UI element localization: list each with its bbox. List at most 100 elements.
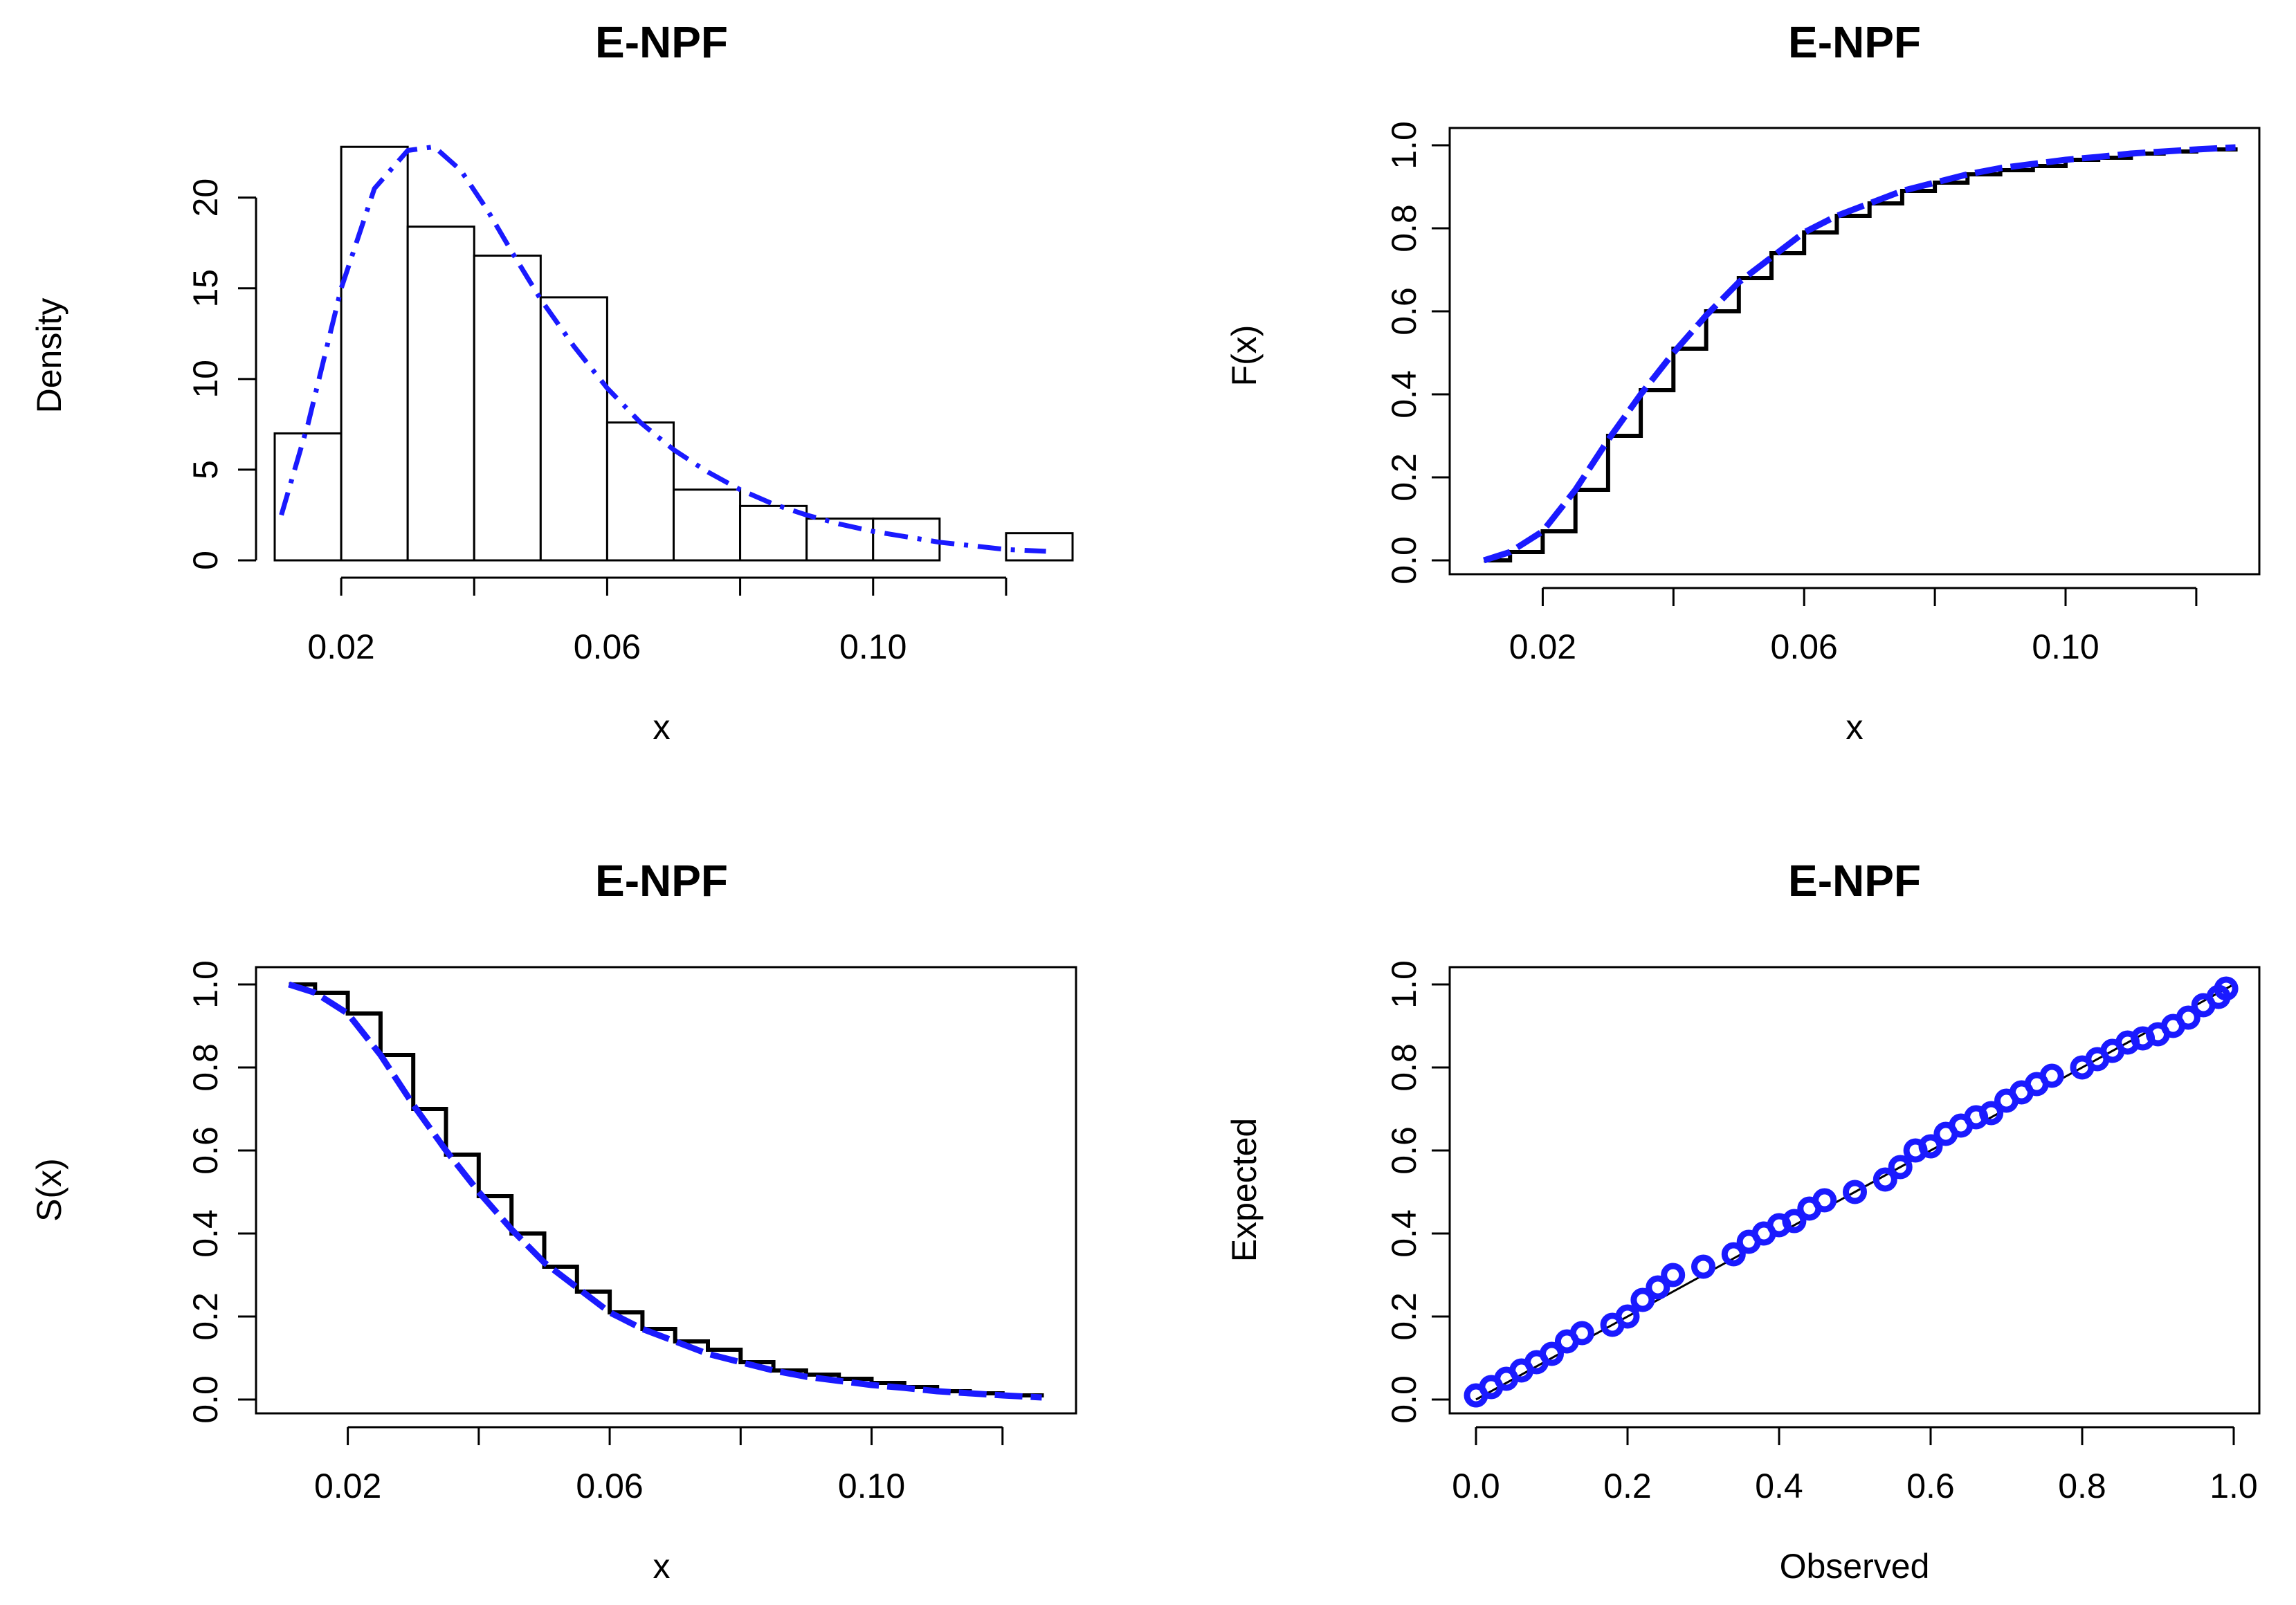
pp-y-tick-label: 0.4 bbox=[1385, 1209, 1423, 1258]
pp-y-tick-label: 0.6 bbox=[1385, 1126, 1423, 1175]
pp-point bbox=[1569, 1321, 1594, 1346]
hist-title: E-NPF bbox=[595, 17, 728, 67]
surv-x-label: x bbox=[653, 1547, 671, 1586]
pp-point bbox=[1615, 1304, 1640, 1329]
panel-survival: E-NPF 0.02 0.06 0.10 0.00.20.40.60.81.0 x … bbox=[30, 856, 1077, 1586]
cdf-x-axis: 0.02 0.06 0.10 bbox=[1509, 587, 2198, 666]
hist-y-tick-label: 15 bbox=[186, 269, 225, 308]
hist-bar bbox=[539, 296, 608, 562]
surv-y-axis: 0.0 0.2 0.4 0.6 0.8 1.0 bbox=[186, 960, 257, 1424]
cdf-y-label: F(x) bbox=[1225, 325, 1264, 387]
pp-point bbox=[1661, 1263, 1686, 1287]
cdf-y-tick-label: 0.6 bbox=[1385, 287, 1423, 336]
hist-density-curve bbox=[279, 144, 1046, 554]
pp-point bbox=[1691, 1254, 1715, 1279]
pp-x-axis: 0.0 0.2 0.4 0.6 0.8 1.0 bbox=[1452, 1426, 2258, 1505]
pp-point bbox=[1721, 1242, 1746, 1267]
pp-x-tick-label: 1.0 bbox=[2210, 1467, 2258, 1505]
pp-y-axis: 0.0 0.2 0.4 0.6 0.8 1.0 bbox=[1385, 960, 1451, 1424]
hist-y-axis: 0 5 10 15 20 bbox=[186, 178, 257, 570]
hist-bar bbox=[1005, 532, 1074, 562]
pp-y-tick-label: 0.0 bbox=[1385, 1375, 1423, 1424]
cdf-y-tick-label: 0.4 bbox=[1385, 370, 1423, 419]
pp-point bbox=[1888, 1155, 1913, 1180]
pp-y-tick-label: 1.0 bbox=[1385, 960, 1423, 1009]
hist-y-tick-label: 20 bbox=[186, 178, 225, 217]
hist-x-tick-label: 0.02 bbox=[307, 627, 374, 666]
cdf-y-axis: 0.0 0.2 0.4 0.6 0.8 1.0 bbox=[1385, 121, 1451, 585]
surv-y-tick-label: 0.2 bbox=[186, 1292, 225, 1341]
hist-bar bbox=[605, 421, 675, 562]
surv-y-tick-label: 0.4 bbox=[186, 1209, 225, 1258]
surv-y-label: S(x) bbox=[30, 1158, 69, 1222]
cdf-x-tick-label: 0.10 bbox=[2032, 627, 2099, 666]
panel-histogram: E-NPF 0.02 0.06 0.10 0 5 10 15 20 x Density bbox=[30, 17, 1074, 746]
cdf-y-tick-label: 0.2 bbox=[1385, 453, 1423, 502]
pp-x-tick-label: 0.6 bbox=[1906, 1467, 1955, 1505]
surv-empirical-line bbox=[289, 982, 1044, 1397]
surv-y-tick-label: 0.0 bbox=[186, 1375, 225, 1424]
pp-point bbox=[1630, 1287, 1655, 1312]
panel-cdf: E-NPF 0.02 0.06 0.10 0.00.20.40.60.81.0 x … bbox=[1225, 17, 2261, 746]
cdf-series bbox=[1483, 144, 2238, 564]
hist-x-label: x bbox=[653, 708, 671, 746]
hist-density-line bbox=[279, 144, 1046, 554]
hist-bars bbox=[273, 145, 1074, 562]
pp-point bbox=[1873, 1167, 1897, 1192]
cdf-y-tick-label: 1.0 bbox=[1385, 121, 1423, 169]
pp-point bbox=[1979, 1101, 2004, 1126]
surv-x-tick-label: 0.02 bbox=[314, 1467, 381, 1505]
cdf-x-tick-label: 0.02 bbox=[1509, 627, 1576, 666]
hist-y-label: Density bbox=[30, 298, 69, 414]
pp-title: E-NPF bbox=[1788, 856, 1921, 906]
pp-x-label: Observed bbox=[1780, 1547, 1930, 1586]
cdf-title: E-NPF bbox=[1788, 17, 1921, 67]
surv-x-tick-label: 0.10 bbox=[838, 1467, 905, 1505]
pp-y-label: Expected bbox=[1225, 1118, 1264, 1262]
hist-bar bbox=[872, 517, 941, 562]
hist-bar bbox=[340, 145, 409, 562]
pp-series bbox=[1464, 976, 2239, 1408]
hist-bar bbox=[406, 226, 475, 562]
pp-point bbox=[1782, 1209, 1807, 1233]
cdf-fitted-line bbox=[1483, 144, 2236, 564]
surv-title: E-NPF bbox=[595, 856, 728, 906]
hist-y-tick-label: 0 bbox=[186, 551, 225, 570]
hist-bar bbox=[473, 255, 542, 562]
surv-y-tick-label: 0.8 bbox=[186, 1043, 225, 1092]
pp-x-tick-label: 0.0 bbox=[1452, 1467, 1500, 1505]
cdf-y-tick-label: 0.0 bbox=[1385, 536, 1423, 585]
cdf-plot-box bbox=[1448, 127, 2261, 576]
pp-point bbox=[2039, 1063, 2064, 1088]
pp-point bbox=[1843, 1180, 1867, 1204]
cdf-x-label: x bbox=[1846, 708, 1864, 746]
surv-x-tick-label: 0.06 bbox=[576, 1467, 643, 1505]
hist-x-tick-label: 0.10 bbox=[839, 627, 906, 666]
hist-y-tick-label: 5 bbox=[186, 460, 225, 479]
cdf-y-tick-label: 0.8 bbox=[1385, 204, 1423, 253]
pp-point bbox=[1918, 1134, 1943, 1159]
pp-point bbox=[1540, 1341, 1564, 1366]
surv-y-tick-label: 1.0 bbox=[186, 960, 225, 1009]
surv-fitted-line bbox=[288, 981, 1042, 1401]
pp-point bbox=[2176, 1005, 2201, 1030]
surv-x-axis: 0.02 0.06 0.10 bbox=[314, 1426, 1004, 1505]
hist-x-axis: 0.02 0.06 0.10 bbox=[307, 576, 1008, 666]
hist-bar bbox=[673, 488, 742, 562]
pp-x-tick-label: 0.2 bbox=[1603, 1467, 1652, 1505]
cdf-x-tick-label: 0.06 bbox=[1771, 627, 1838, 666]
pp-x-tick-label: 0.8 bbox=[2058, 1467, 2106, 1505]
panel-pp-plot: E-NPF 0.0 0.2 0.4 0.6 0.8 1.0 0.0 0.2 0.4 0.6 0.8… bbox=[1225, 856, 2261, 1586]
hist-x-tick-label: 0.06 bbox=[574, 627, 641, 666]
hist-bar bbox=[739, 504, 808, 562]
pp-point bbox=[1812, 1188, 1837, 1213]
pp-y-tick-label: 0.8 bbox=[1385, 1043, 1423, 1092]
surv-series bbox=[288, 981, 1044, 1401]
pp-point bbox=[1646, 1275, 1670, 1300]
hist-y-tick-label: 10 bbox=[186, 360, 225, 398]
pp-point bbox=[2214, 976, 2239, 1001]
pp-y-tick-label: 0.2 bbox=[1385, 1292, 1423, 1341]
pp-x-tick-label: 0.4 bbox=[1755, 1467, 1803, 1505]
surv-y-tick-label: 0.6 bbox=[186, 1126, 225, 1175]
